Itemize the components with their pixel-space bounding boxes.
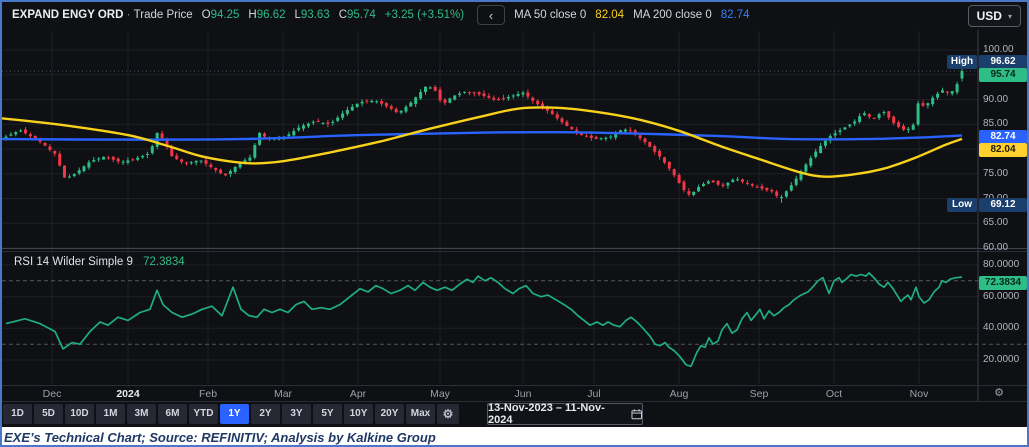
range-button-max[interactable]: Max: [406, 403, 435, 424]
range-button-10y[interactable]: 10Y: [344, 403, 373, 424]
chevron-left-icon: ‹: [488, 7, 494, 23]
x-axis-label-jun: Jun: [514, 388, 532, 400]
legend-separator: ·: [126, 9, 131, 21]
chart-legend-bar: EXPAND ENGY ORD · Trade Price O94.25 H96…: [12, 0, 750, 30]
rsi-legend: RSI 14 Wilder Simple 9 72.3834: [14, 256, 185, 268]
x-axis-label-mar: Mar: [273, 388, 293, 400]
x-axis-label-jul: Jul: [587, 388, 601, 400]
change-value: +3.25 (+3.51%): [384, 9, 465, 21]
x-axis-label-feb: Feb: [198, 388, 218, 400]
collapse-indicators-button[interactable]: ‹: [477, 5, 506, 25]
rsi-axis-tick: 80.0000: [983, 259, 1020, 270]
ma50-value: 82.04: [595, 9, 625, 21]
ohlc-open: O94.25: [201, 9, 240, 21]
axis-settings-icon[interactable]: ⚙: [994, 387, 1004, 399]
low-badge: 69.12: [979, 198, 1027, 212]
range-button-3m[interactable]: 3M: [127, 403, 156, 424]
range-button-5y[interactable]: 5Y: [313, 403, 342, 424]
caption-text: EXE’s Technical Chart; Source: REFINITIV…: [4, 429, 436, 445]
range-button-2y[interactable]: 2Y: [251, 403, 280, 424]
currency-selector[interactable]: USD ▾: [967, 5, 1021, 27]
rsi-axis-tick: 20.0000: [983, 353, 1020, 365]
price-axis-tick: 75.00: [983, 167, 1009, 179]
currency-label: USD: [976, 9, 1002, 23]
range-button-5d[interactable]: 5D: [34, 403, 63, 424]
symbol-name: EXPAND ENGY ORD · Trade Price: [12, 9, 193, 21]
range-toolbar: 1D 5D 10D 1M 3M 6M YTD 1Y 2Y 3Y 5Y 10Y 20Y Max ⚙ 13-Nov…: [3, 401, 643, 426]
range-button-20y[interactable]: 20Y: [375, 403, 404, 424]
ohlc-high: H96.62: [248, 9, 286, 21]
x-axis-label-may: May: [430, 388, 450, 400]
range-button-1d[interactable]: 1D: [3, 403, 32, 424]
toolbar-gear-icon[interactable]: ⚙: [437, 403, 459, 424]
price-axis-tick: 100.00: [983, 44, 1014, 55]
ma50-label: MA 50 close 0: [514, 9, 587, 21]
high-badge-label: High: [947, 55, 977, 69]
ma50-badge: 82.04: [979, 143, 1027, 157]
range-button-1y[interactable]: 1Y: [220, 403, 249, 424]
rsi-title: RSI 14 Wilder Simple 9: [14, 256, 133, 268]
price-axis-tick: 65.00: [983, 217, 1009, 229]
ohlc-low: L93.63: [294, 9, 330, 21]
rsi-badge: 72.3834: [979, 276, 1027, 290]
calendar-icon: [631, 408, 642, 419]
x-axis-label-dec: Dec: [42, 388, 62, 400]
high-badge: 96.62: [979, 55, 1027, 69]
low-badge-label: Low: [947, 198, 977, 212]
x-axis-label-nov: Nov: [909, 388, 929, 400]
rsi-axis-tick: 40.0000: [983, 322, 1020, 334]
range-button-10d[interactable]: 10D: [65, 403, 94, 424]
rsi-value: 72.3834: [143, 256, 185, 268]
chevron-down-icon: ▾: [1007, 11, 1012, 21]
date-range-picker[interactable]: 13-Nov-2023 – 11-Nov-2024: [487, 401, 643, 426]
range-button-1m[interactable]: 1M: [96, 403, 125, 424]
x-axis-label-aug: Aug: [669, 388, 689, 400]
ohlc-close: C95.74: [338, 9, 376, 21]
ma200-value: 82.74: [720, 9, 750, 21]
range-button-6m[interactable]: 6M: [158, 403, 187, 424]
x-axis-label-2024: 2024: [116, 388, 140, 400]
caption-strip: EXE’s Technical Chart; Source: REFINITIV…: [0, 427, 1029, 447]
ma200-label: MA 200 close 0: [633, 9, 712, 21]
range-button-ytd[interactable]: YTD: [189, 403, 218, 424]
price-axis-tick: 90.00: [983, 93, 1009, 105]
price-axis-tick: 85.00: [983, 118, 1009, 130]
date-range-text: 13-Nov-2023 – 11-Nov-2024: [488, 401, 605, 426]
price-axis-tick: 60.00: [983, 242, 1009, 253]
series-label: Trade Price: [133, 9, 193, 21]
x-axis-label-oct: Oct: [825, 388, 843, 400]
range-button-3y[interactable]: 3Y: [282, 403, 311, 424]
rsi-axis-tick: 60.0000: [983, 290, 1020, 302]
x-axis-label-sep: Sep: [749, 388, 769, 400]
ma200-badge: 82.74: [979, 130, 1027, 144]
last-close-badge: 95.74: [979, 68, 1027, 82]
x-axis-label-apr: Apr: [349, 388, 367, 400]
